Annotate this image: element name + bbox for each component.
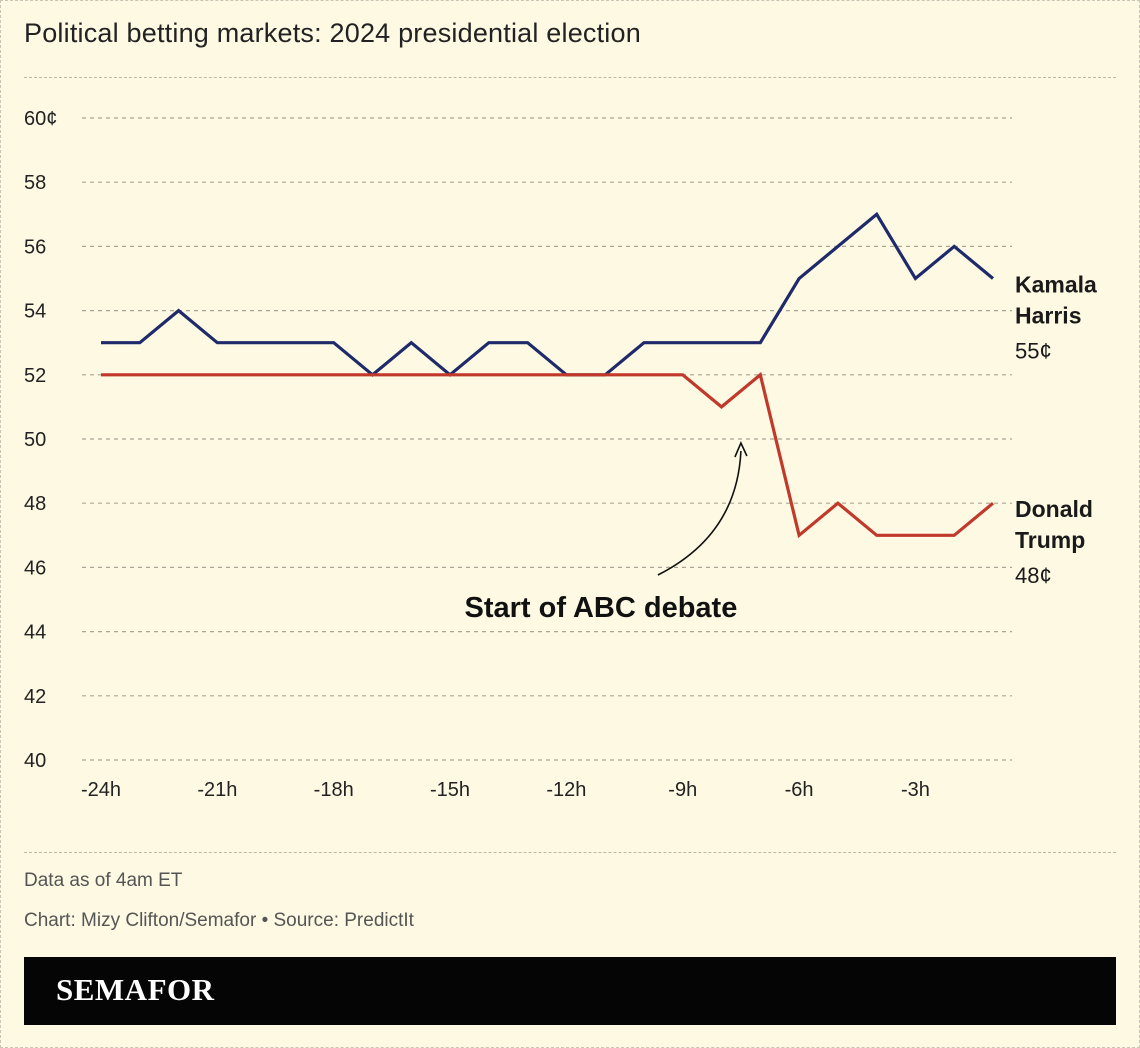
grid-lines [82, 117, 1012, 761]
chart-title: Political betting markets: 2024 presiden… [24, 18, 641, 48]
data-note: Data as of 4am ET [24, 870, 183, 891]
y-tick-label: 46 [24, 557, 46, 579]
x-axis-ticks: -24h -21h -18h -15h -12h -9h -6h -3h [81, 779, 930, 801]
series-name-harris: Kamala [1015, 272, 1097, 298]
annotation-arrow [657, 450, 742, 576]
series-line-trump [101, 371, 995, 539]
x-tick-label: -3h [901, 779, 930, 801]
x-tick-label: -15h [430, 779, 470, 801]
annotations: Start of ABC debate [464, 441, 748, 624]
x-tick-label: -6h [785, 779, 814, 801]
bottom-divider [24, 852, 1116, 853]
y-tick-label: 40 [24, 750, 46, 772]
y-tick-label: 42 [24, 686, 46, 708]
brand-bar: SEMAFOR [24, 957, 1116, 1025]
x-tick-label: -18h [314, 779, 354, 801]
x-tick-label: -9h [668, 779, 697, 801]
series-name-trump: Trump [1015, 527, 1085, 553]
y-tick-label: 44 [24, 622, 46, 644]
semafor-logo: SEMAFOR [56, 972, 215, 1007]
y-axis-ticks: 60¢ 58 56 54 52 50 48 46 44 42 40 [24, 108, 57, 772]
series-end-value-harris: 55¢ [1015, 339, 1052, 364]
annotation-label: Start of ABC debate [464, 592, 737, 624]
y-tick-label: 60¢ [24, 108, 57, 130]
x-tick-label: -21h [197, 779, 237, 801]
y-tick-label: 58 [24, 172, 46, 194]
series-name-trump: Donald [1015, 496, 1093, 522]
y-tick-label: 56 [24, 236, 46, 258]
series-end-value-trump: 48¢ [1015, 563, 1052, 588]
series-lines [101, 211, 995, 539]
chart-credit: Chart: Mizy Clifton/Semafor • Source: Pr… [24, 910, 414, 931]
y-tick-label: 52 [24, 365, 46, 387]
top-divider [24, 77, 1116, 78]
x-tick-label: -24h [81, 779, 121, 801]
annotation-arrowhead [734, 441, 748, 458]
line-chart: 60¢ 58 56 54 52 50 48 46 44 42 40 -24h -21h -18h -15h… [24, 108, 1097, 801]
y-tick-label: 48 [24, 493, 46, 515]
y-tick-label: 50 [24, 429, 46, 451]
series-labels: Kamala Harris 55¢ Donald Trump 48¢ [1015, 272, 1097, 589]
x-tick-label: -12h [546, 779, 586, 801]
series-line-harris [101, 211, 995, 377]
series-name-harris: Harris [1015, 303, 1081, 329]
y-tick-label: 54 [24, 301, 46, 323]
